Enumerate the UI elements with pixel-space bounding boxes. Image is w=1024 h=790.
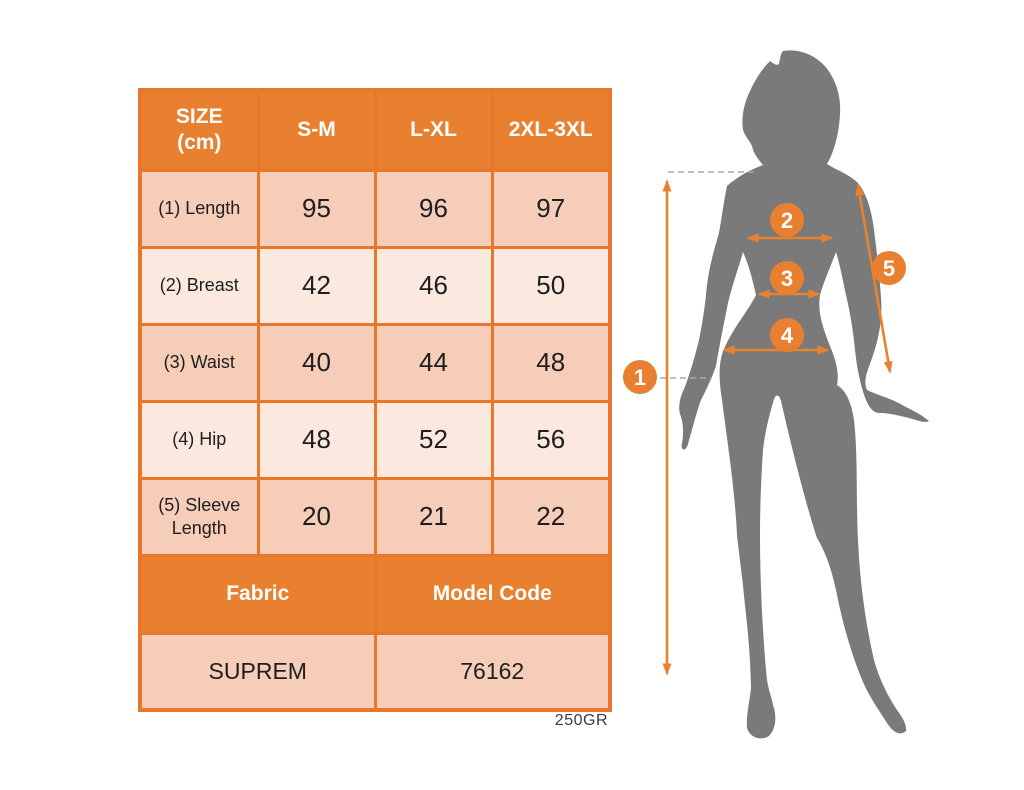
header-size-2xl3xl: 2XL-3XL — [490, 88, 612, 172]
table-row-waist: (3) Waist 40 44 48 — [138, 322, 612, 403]
sleeve-sm: 20 — [256, 476, 377, 557]
row-label-waist: (3) Waist — [138, 322, 260, 403]
measurement-diagram: 1 2 3 4 5 — [623, 50, 929, 739]
hip-lxl: 52 — [373, 399, 494, 480]
row-label-length: (1) Length — [138, 168, 260, 249]
row-label-sleeve: (5) Sleeve Length — [138, 476, 260, 557]
header-fabric: Fabric — [138, 553, 377, 635]
marker-3-badge: 3 — [770, 261, 804, 295]
marker-5-number: 5 — [883, 256, 895, 281]
header-size-cm: SIZE (cm) — [138, 88, 260, 172]
length-lxl: 96 — [373, 168, 494, 249]
hip-sm: 48 — [256, 399, 377, 480]
marker-2-badge: 2 — [770, 203, 804, 237]
marker-3-number: 3 — [781, 266, 793, 291]
size-chart-table: SIZE (cm) S-M L-XL 2XL-3XL (1) Length 95… — [138, 88, 612, 712]
marker-2-number: 2 — [781, 208, 793, 233]
table-row-breast: (2) Breast 42 46 50 — [138, 245, 612, 326]
sleeve-2xl3xl: 22 — [490, 476, 612, 557]
waist-2xl3xl: 48 — [490, 322, 612, 403]
fabric-value: SUPREM — [138, 631, 377, 712]
table-row-length: (1) Length 95 96 97 — [138, 168, 612, 249]
sleeve-arrow — [855, 183, 893, 374]
header-model-code: Model Code — [373, 553, 612, 635]
row-label-hip: (4) Hip — [138, 399, 260, 480]
row-label-breast: (2) Breast — [138, 245, 260, 326]
marker-1-number: 1 — [634, 365, 646, 390]
length-sm: 95 — [256, 168, 377, 249]
marker-4-badge: 4 — [770, 318, 804, 352]
hip-2xl3xl: 56 — [490, 399, 612, 480]
header-size-lxl: L-XL — [373, 88, 494, 172]
female-body-silhouette — [679, 50, 929, 739]
header-size-sm: S-M — [256, 88, 377, 172]
breast-sm: 42 — [256, 245, 377, 326]
breast-2xl3xl: 50 — [490, 245, 612, 326]
fabric-weight-note: 250GR — [554, 712, 608, 729]
length-2xl3xl: 97 — [490, 168, 612, 249]
table-footer-value-row: SUPREM 76162 — [138, 631, 612, 712]
breast-lxl: 46 — [373, 245, 494, 326]
table-row-hip: (4) Hip 48 52 56 — [138, 399, 612, 480]
waist-lxl: 44 — [373, 322, 494, 403]
marker-5-badge: 5 — [872, 251, 906, 285]
model-code-value: 76162 — [373, 631, 612, 712]
waist-sm: 40 — [256, 322, 377, 403]
marker-1-badge: 1 — [623, 360, 657, 394]
marker-4-number: 4 — [781, 323, 794, 348]
sleeve-lxl: 21 — [373, 476, 494, 557]
table-header-row: SIZE (cm) S-M L-XL 2XL-3XL — [138, 88, 612, 172]
table-footer-header-row: Fabric Model Code — [138, 553, 612, 635]
table-row-sleeve: (5) Sleeve Length 20 21 22 — [138, 476, 612, 557]
